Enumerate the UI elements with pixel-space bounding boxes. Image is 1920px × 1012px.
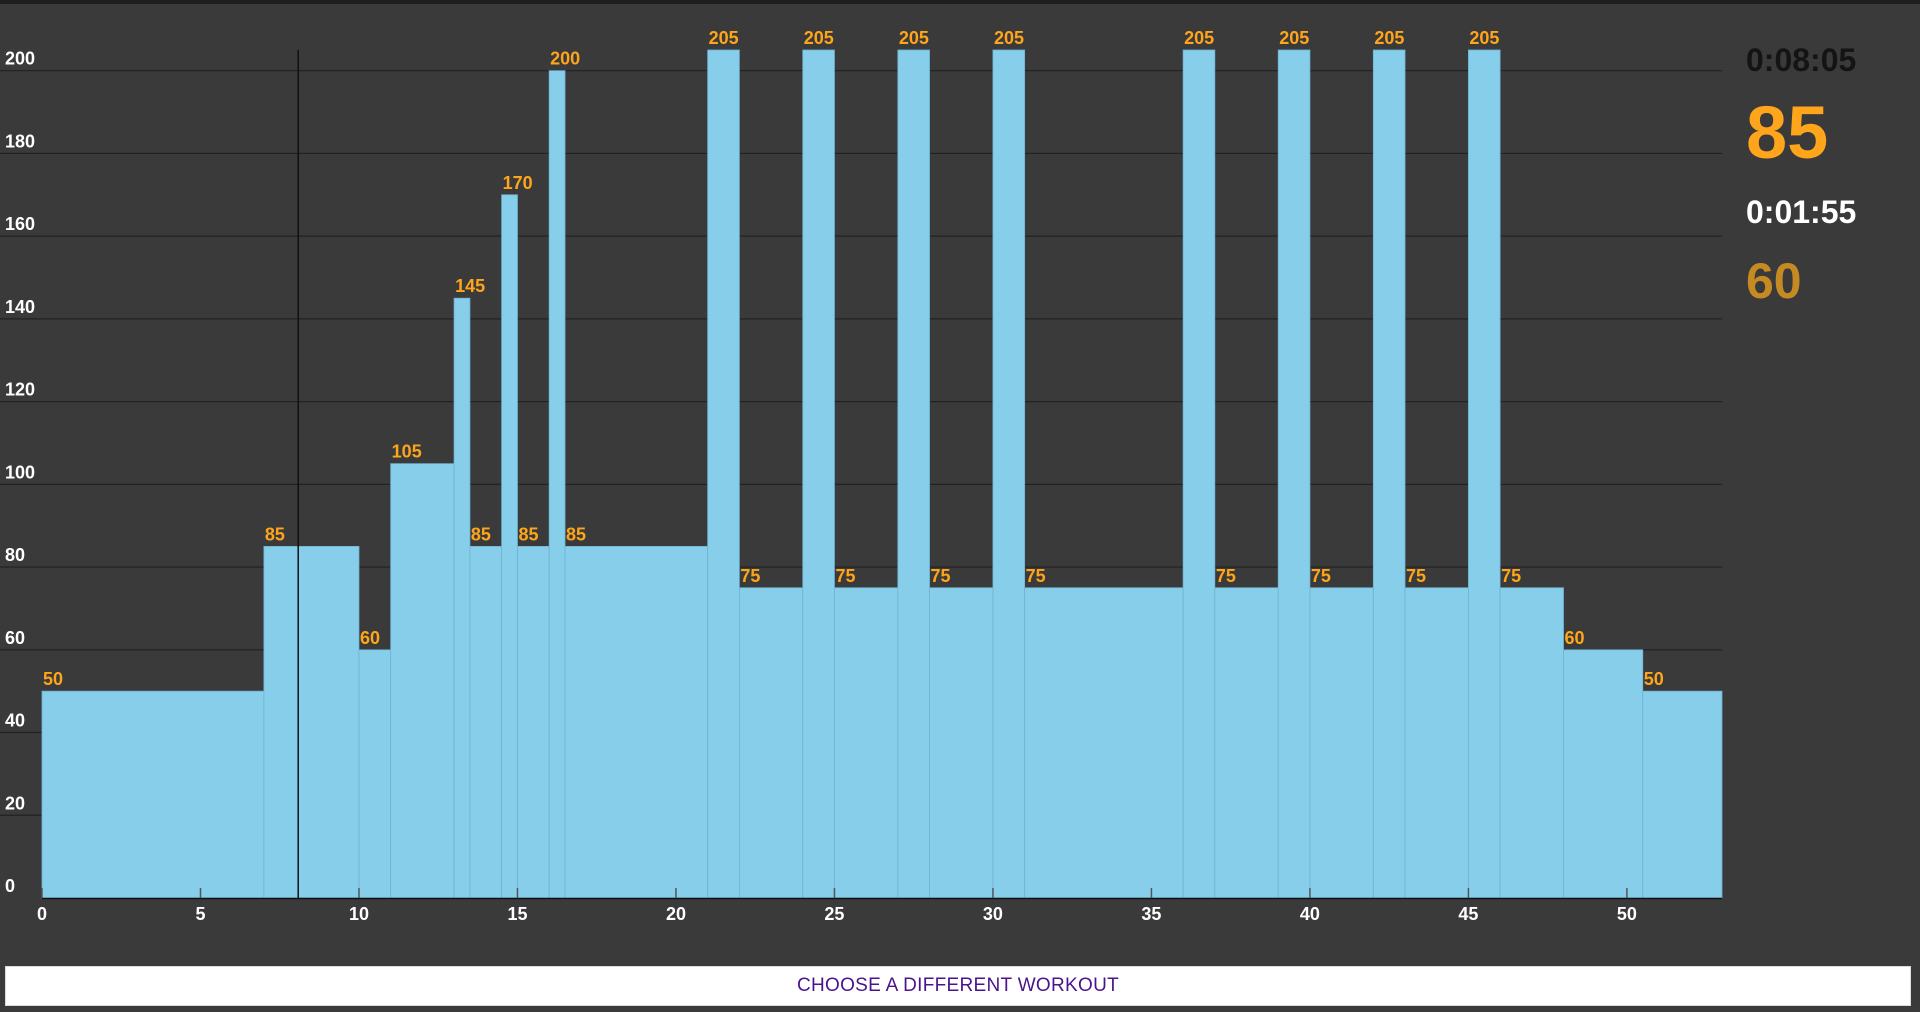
bar-value-label: 75 bbox=[1311, 566, 1331, 586]
bar-value-label: 85 bbox=[518, 524, 538, 544]
interval-bar bbox=[358, 649, 392, 899]
interval-bar bbox=[41, 690, 265, 899]
bar-value-label: 105 bbox=[392, 442, 422, 462]
x-tick-label: 10 bbox=[349, 904, 369, 924]
x-tick-label: 40 bbox=[1300, 904, 1320, 924]
interval-bar bbox=[1024, 587, 1184, 899]
interval-bar bbox=[1499, 587, 1564, 899]
y-tick-label: 100 bbox=[5, 462, 35, 482]
bar-value-label: 205 bbox=[1279, 28, 1309, 48]
axes: 0 20 40 60 80 100 120 140 160 180 200 0 5 10 15 20 25 30 3… bbox=[5, 49, 1722, 924]
bar-value-label: 75 bbox=[1026, 566, 1046, 586]
interval-bar bbox=[897, 49, 930, 899]
bar-value-label: 205 bbox=[994, 28, 1024, 48]
interval-bars bbox=[41, 49, 1723, 899]
interval-bar bbox=[738, 587, 804, 899]
x-tick-label: 30 bbox=[983, 904, 1003, 924]
bar-value-label: 75 bbox=[1406, 566, 1426, 586]
interval-bar bbox=[469, 545, 503, 899]
interval-bar bbox=[263, 545, 360, 899]
interval-bar bbox=[1182, 49, 1216, 899]
interval-bar bbox=[1277, 49, 1311, 899]
workout-power-chart: 0 20 40 60 80 100 120 140 160 180 200 0 5 10 15 20 25 30 3… bbox=[0, 28, 1723, 924]
choose-workout-label: CHOOSE A DIFFERENT WORKOUT bbox=[796, 975, 1120, 996]
y-tick-label: 200 bbox=[5, 49, 35, 69]
interval-bar bbox=[453, 297, 471, 899]
bar-value-label: 75 bbox=[1501, 566, 1521, 586]
y-tick-label: 120 bbox=[5, 380, 35, 400]
interval-bar bbox=[707, 49, 740, 899]
bar-value-label: 145 bbox=[455, 276, 485, 296]
interval-bar bbox=[992, 49, 1026, 899]
interval-bar bbox=[1468, 49, 1501, 899]
x-tick-label: 20 bbox=[666, 904, 686, 924]
bar-value-label: 50 bbox=[1644, 669, 1664, 689]
x-tick-label: 0 bbox=[37, 904, 47, 924]
current-target-power: 85 bbox=[1746, 91, 1829, 174]
y-tick-label: 60 bbox=[5, 628, 25, 648]
bar-value-label: 170 bbox=[503, 173, 533, 193]
interval-bar bbox=[834, 587, 899, 899]
bar-value-label: 85 bbox=[471, 524, 491, 544]
y-tick-label: 160 bbox=[5, 214, 35, 234]
interval-bar bbox=[1563, 649, 1644, 899]
interval-bar bbox=[1372, 49, 1406, 899]
interval-bar bbox=[802, 49, 835, 899]
x-tick-label: 50 bbox=[1617, 904, 1637, 924]
interval-bar bbox=[1642, 690, 1723, 899]
y-tick-label: 40 bbox=[5, 711, 25, 731]
bar-value-label: 75 bbox=[1216, 566, 1236, 586]
bar-value-label: 205 bbox=[804, 28, 834, 48]
x-tick-label: 25 bbox=[824, 904, 844, 924]
bar-value-label: 205 bbox=[1469, 28, 1499, 48]
interval-bar bbox=[1214, 587, 1279, 899]
x-tick-label: 35 bbox=[1141, 904, 1161, 924]
next-target-power: 60 bbox=[1746, 253, 1802, 309]
bar-value-label: 60 bbox=[1565, 628, 1585, 648]
bar-value-label: 205 bbox=[1374, 28, 1404, 48]
y-tick-label: 0 bbox=[5, 876, 15, 896]
interval-bar bbox=[929, 587, 994, 899]
choose-workout-button[interactable]: CHOOSE A DIFFERENT WORKOUT bbox=[5, 966, 1911, 1006]
bar-value-label: 60 bbox=[360, 628, 380, 648]
interval-bar bbox=[1404, 587, 1469, 899]
elapsed-time: 0:08:05 bbox=[1746, 42, 1857, 78]
bar-value-label: 205 bbox=[709, 28, 739, 48]
bar-value-label: 75 bbox=[835, 566, 855, 586]
interval-bar bbox=[517, 545, 550, 899]
bar-value-label: 85 bbox=[265, 524, 285, 544]
interval-bar bbox=[390, 463, 455, 899]
y-tick-label: 80 bbox=[5, 545, 25, 565]
x-tick-label: 5 bbox=[195, 904, 205, 924]
bar-value-label: 75 bbox=[740, 566, 760, 586]
top-divider bbox=[0, 0, 1920, 4]
x-tick-label: 15 bbox=[507, 904, 527, 924]
y-tick-label: 140 bbox=[5, 297, 35, 317]
bar-value-label: 75 bbox=[931, 566, 951, 586]
interval-bar bbox=[1309, 587, 1374, 899]
interval-time-remaining: 0:01:55 bbox=[1746, 194, 1857, 230]
bar-value-label: 205 bbox=[1184, 28, 1214, 48]
interval-bar bbox=[548, 70, 566, 899]
bar-value-labels: 50 85 60 105 145 85 170 85 200 85 205 75 205 75 205 75 2… bbox=[43, 28, 1664, 689]
workout-stats-panel: 0:08:05 85 0:01:55 60 bbox=[1746, 40, 1916, 306]
interval-bar bbox=[501, 194, 518, 899]
bar-value-label: 85 bbox=[566, 524, 586, 544]
bar-value-label: 50 bbox=[43, 669, 63, 689]
y-tick-label: 180 bbox=[5, 131, 35, 151]
bar-value-label: 205 bbox=[899, 28, 929, 48]
interval-bar bbox=[564, 545, 709, 899]
y-tick-label: 20 bbox=[5, 793, 25, 813]
bar-value-label: 200 bbox=[550, 49, 580, 69]
x-tick-label: 45 bbox=[1458, 904, 1478, 924]
